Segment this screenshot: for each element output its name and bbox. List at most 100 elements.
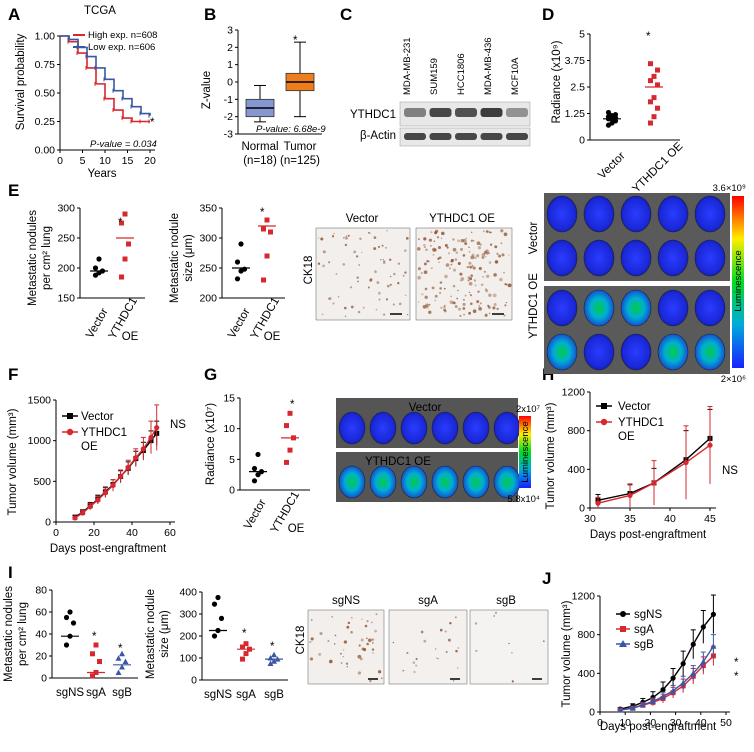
panel-e-ihc-oe-cell-19 <box>426 259 429 263</box>
panel-i2-point-0-2 <box>218 615 225 622</box>
panel-e-ihc-oe-cell-96 <box>420 271 423 275</box>
panel-e-ihc-oe-cell-49 <box>478 306 482 311</box>
panel-e-ihc-oe-cell-116 <box>485 249 489 253</box>
panel-g-oe-lung-3 <box>431 465 459 499</box>
panel-a-series-1 <box>60 35 151 116</box>
panel-j-line-1 <box>620 655 714 711</box>
panel-i1-point-0-0 <box>63 642 70 648</box>
panel-c-western-blot: MDA-MB-231 SUM159 HCC1806 MDA-MB-436 MCF… <box>350 37 531 147</box>
panel-e-ihc-oe-cell-130 <box>464 242 468 246</box>
panel-i1-ylabel-2: per cm² lung <box>17 602 29 666</box>
panel-i-ihc-sgns-cell-33 <box>358 644 361 647</box>
panel-i-ihc-sgns-cell-6 <box>309 657 314 661</box>
panel-a-xtick-label-2: 10 <box>99 155 111 167</box>
panel-i-ihc-sgns-cell-14 <box>381 677 383 679</box>
panel-h-ytick-label-0: 1200 <box>562 387 586 399</box>
panel-g-scale-min: 5.8x10⁴ <box>507 494 540 505</box>
panel-e-ihc-vector-cell-31 <box>382 258 385 261</box>
panel-j-marker-0-7 <box>690 641 696 647</box>
panel-e1-ylabel-2: per cm² lung <box>41 226 53 290</box>
panel-f-legend-oe-2: OE <box>81 441 98 453</box>
panel-j-line-2 <box>620 645 714 711</box>
panel-i-ihc-sgb-cell-0 <box>494 611 498 615</box>
panel-j-line-0 <box>620 613 714 710</box>
panel-e2-point-1-2 <box>268 229 273 235</box>
panel-e-ihc-oe-cell-160 <box>431 286 435 290</box>
panel-e-oe-lung-6 <box>583 333 615 371</box>
panel-i1-group-sgb: sgB <box>112 687 132 699</box>
panel-e-ihc-oe-cell-107 <box>470 231 473 234</box>
panel-c-lane-5: MCF10A <box>510 57 521 95</box>
panel-e-vector-lung-4 <box>694 195 726 233</box>
panel-f-legend-oe-1: YTHDC1 <box>81 427 127 439</box>
panel-f-ylabel: Tumor volume (mm³) <box>7 408 19 515</box>
panel-e-ihc-oe-cell-112 <box>467 276 471 279</box>
panel-i1-point-0-3 <box>63 614 70 621</box>
panel-g-vector-lung-5 <box>493 411 521 445</box>
panel-e-ihc-oe-cell-85 <box>473 240 475 242</box>
panel-g-oe-lung-0 <box>338 465 366 499</box>
panel-e2-star: * <box>260 207 265 219</box>
panel-i-ihc-sgns-cell-18 <box>350 630 353 634</box>
panel-e1-star: * <box>118 217 123 229</box>
panel-e-ihc-oe-cell-31 <box>481 253 486 257</box>
panel-g-ylabel: Radiance (x10⁷) <box>205 403 217 485</box>
panel-e-scale-label: Luminescence <box>733 250 744 311</box>
panel-i-ihc-sga-cell-12 <box>457 647 460 649</box>
panel-h-ytick-label-1: 800 <box>567 425 585 437</box>
panel-e-ihc-oe-cell-123 <box>457 289 459 292</box>
panel-d-point-1-3 <box>648 99 653 105</box>
panel-e-ihc-oe-cell-12 <box>485 289 489 293</box>
panel-a-legend-low: Low exp. n=606 <box>88 42 155 53</box>
panel-i-ihc-sga-cell-9 <box>392 641 395 644</box>
panel-i-ihc-sga-cell-21 <box>413 670 416 674</box>
panel-e-ihc-oe-cell-166 <box>457 261 461 266</box>
panel-e-ihc-oe-cell-55 <box>430 231 433 234</box>
panel-i-ihc-sgb-cell-4 <box>475 649 478 653</box>
panel-e-ihc-vector-cell-64 <box>406 313 409 316</box>
panel-e-ihc-oe-cell-157 <box>460 279 462 282</box>
panel-i-ihc-sgns-cell-43 <box>327 640 330 643</box>
panel-e-ihc-oe-cell-120 <box>476 300 480 304</box>
panel-a-ylabel: Survival probability <box>15 33 27 130</box>
panel-f-marker-1-8 <box>133 455 139 461</box>
panel-g-vector-lung-1 <box>369 411 397 445</box>
panel-e-ihc-oe-cell-106 <box>503 271 505 274</box>
panel-d-point-1-7 <box>651 73 657 79</box>
panel-g-bioluminescence: Vector YTHDC1 OE 2x10⁷ 5.8x10⁴ Luminesce… <box>336 398 541 505</box>
panel-e-ihc-oe-cell-87 <box>469 266 473 269</box>
panel-i-ihc-sgns-cell-28 <box>361 618 363 620</box>
panel-e-ihc-oe-cell-28 <box>496 252 499 256</box>
panel-e-ihc-oe-cell-143 <box>440 306 443 309</box>
panel-e-ihc-oe-cell-57 <box>443 308 447 312</box>
panel-e-ihc-vector-cell-35 <box>397 262 401 265</box>
panel-e-ihc-oe-cell-10 <box>418 238 420 240</box>
panel-i2-ylabel-2: size (μm) <box>159 610 171 658</box>
panel-i-ihc-sgns-cell-31 <box>346 625 350 629</box>
panel-f-marker-1-0 <box>72 515 78 521</box>
panel-i-ihc-sgns-cell-10 <box>342 655 344 658</box>
panel-e2-point-1-4 <box>264 217 270 223</box>
panel-i-ihc-sgns-cell-0 <box>357 654 362 659</box>
panel-e-ihc-vector-cell-68 <box>393 272 396 276</box>
panel-e-scale-min: 2×10⁶ <box>721 374 746 385</box>
panel-e-ihc-vector-cell-10 <box>385 298 389 301</box>
panel-i-ihc-sga-cell-20 <box>415 657 418 661</box>
panel-c-actin-band-2 <box>455 133 477 140</box>
panel-b-n-tumor: (n=125) <box>280 155 320 167</box>
panel-g-ytick-label-2: 5 <box>229 454 235 466</box>
panel-e-ihc-oe-cell-22 <box>483 270 486 273</box>
panel-label-f: F <box>8 365 18 384</box>
panel-g-ytick-label-3: 0 <box>229 485 235 497</box>
panel-e-ihc-oe-cell-43 <box>432 253 435 256</box>
panel-b-ytick-label-0: 3 <box>227 25 233 37</box>
panel-e-ihc-oe-cell-122 <box>437 245 442 250</box>
panel-e-ihc-oe-cell-50 <box>447 252 450 255</box>
panel-a-pvalue: P-value = 0.034 <box>90 139 157 150</box>
panel-e-ihc-oe-cell-102 <box>462 298 465 301</box>
panel-e-ihc-oe-cell-40 <box>450 295 452 298</box>
panel-label-a: A <box>8 5 20 24</box>
panel-e-ihc-oe-cell-11 <box>462 307 466 310</box>
panel-i-ihc-sgns-cell-9 <box>366 619 369 623</box>
panel-a-title: TCGA <box>84 5 116 17</box>
